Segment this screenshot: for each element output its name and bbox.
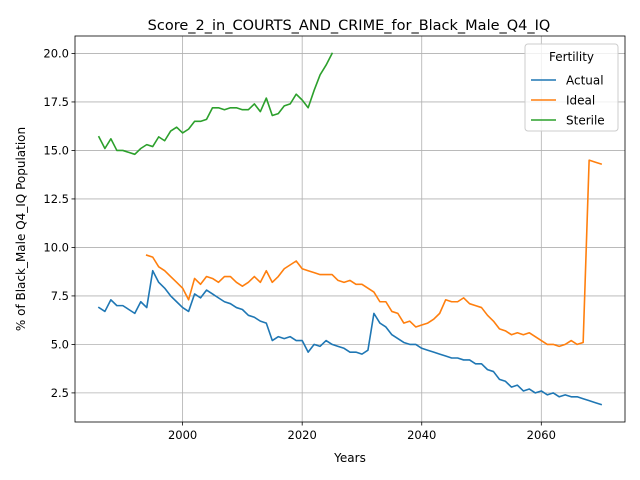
legend-label-sterile: Sterile	[566, 114, 605, 128]
y-tick-label: 12.5	[43, 192, 69, 206]
x-axis-ticks: 2000 2020 2040 2060	[168, 422, 556, 442]
y-tick-label: 2.5	[51, 386, 69, 400]
y-tick-label: 17.5	[43, 95, 69, 109]
legend-item-sterile: Sterile	[531, 114, 605, 128]
legend-title: Fertility	[549, 50, 594, 64]
series-line-ideal	[145, 159, 603, 348]
legend-label-ideal: Ideal	[566, 94, 595, 108]
x-axis-label: Years	[333, 451, 366, 465]
legend-frame	[524, 43, 619, 132]
x-tick-label: 2000	[168, 428, 197, 442]
legend-item-actual: Actual	[531, 74, 604, 88]
chart-title: Score_2_in_COURTS_AND_CRIME_for_Black_Ma…	[148, 18, 551, 34]
y-axis-label: % of Black_Male Q4_IQ Population	[14, 127, 28, 331]
y-tick-label: 7.5	[51, 289, 69, 303]
legend-item-ideal: Ideal	[531, 94, 595, 108]
series-line-sterile	[97, 52, 334, 156]
legend-items: Actual Ideal Sterile	[531, 74, 605, 128]
y-axis-ticks: 2.5 5.0 7.5 10.0 12.5 15.0 17.5 20.0	[43, 46, 75, 400]
x-tick-label: 2060	[527, 428, 556, 442]
y-tick-label: 5.0	[51, 337, 69, 351]
plot-area-frame	[74, 35, 626, 423]
legend: Fertility Actual Ideal Sterile	[524, 43, 619, 132]
plot-series	[97, 52, 603, 406]
y-tick-label: 15.0	[43, 143, 69, 157]
x-tick-label: 2040	[407, 428, 436, 442]
legend-label-actual: Actual	[566, 74, 604, 88]
y-tick-label: 20.0	[43, 46, 69, 60]
y-tick-label: 10.0	[43, 240, 69, 254]
series-line-actual	[97, 269, 603, 406]
x-tick-label: 2020	[288, 428, 317, 442]
